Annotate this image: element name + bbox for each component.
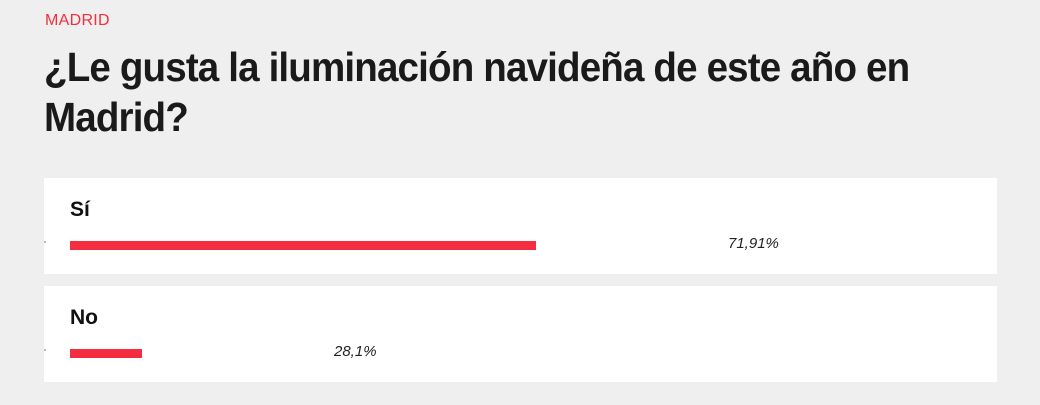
option-label: No — [70, 306, 98, 329]
marker-dot — [44, 349, 46, 351]
section-label[interactable]: MADRID — [45, 12, 110, 29]
result-percent: 71,91% — [728, 235, 779, 252]
poll-option-si[interactable]: Sí 71,91% — [44, 178, 997, 274]
result-percent: 28,1% — [334, 343, 377, 360]
poll-option-no[interactable]: No 28,1% — [44, 286, 997, 382]
poll-question: ¿Le gusta la iluminación navideña de est… — [44, 44, 910, 140]
result-bar — [70, 241, 536, 250]
result-bar — [70, 349, 142, 358]
option-label: Sí — [70, 198, 90, 221]
marker-dot — [44, 241, 46, 243]
